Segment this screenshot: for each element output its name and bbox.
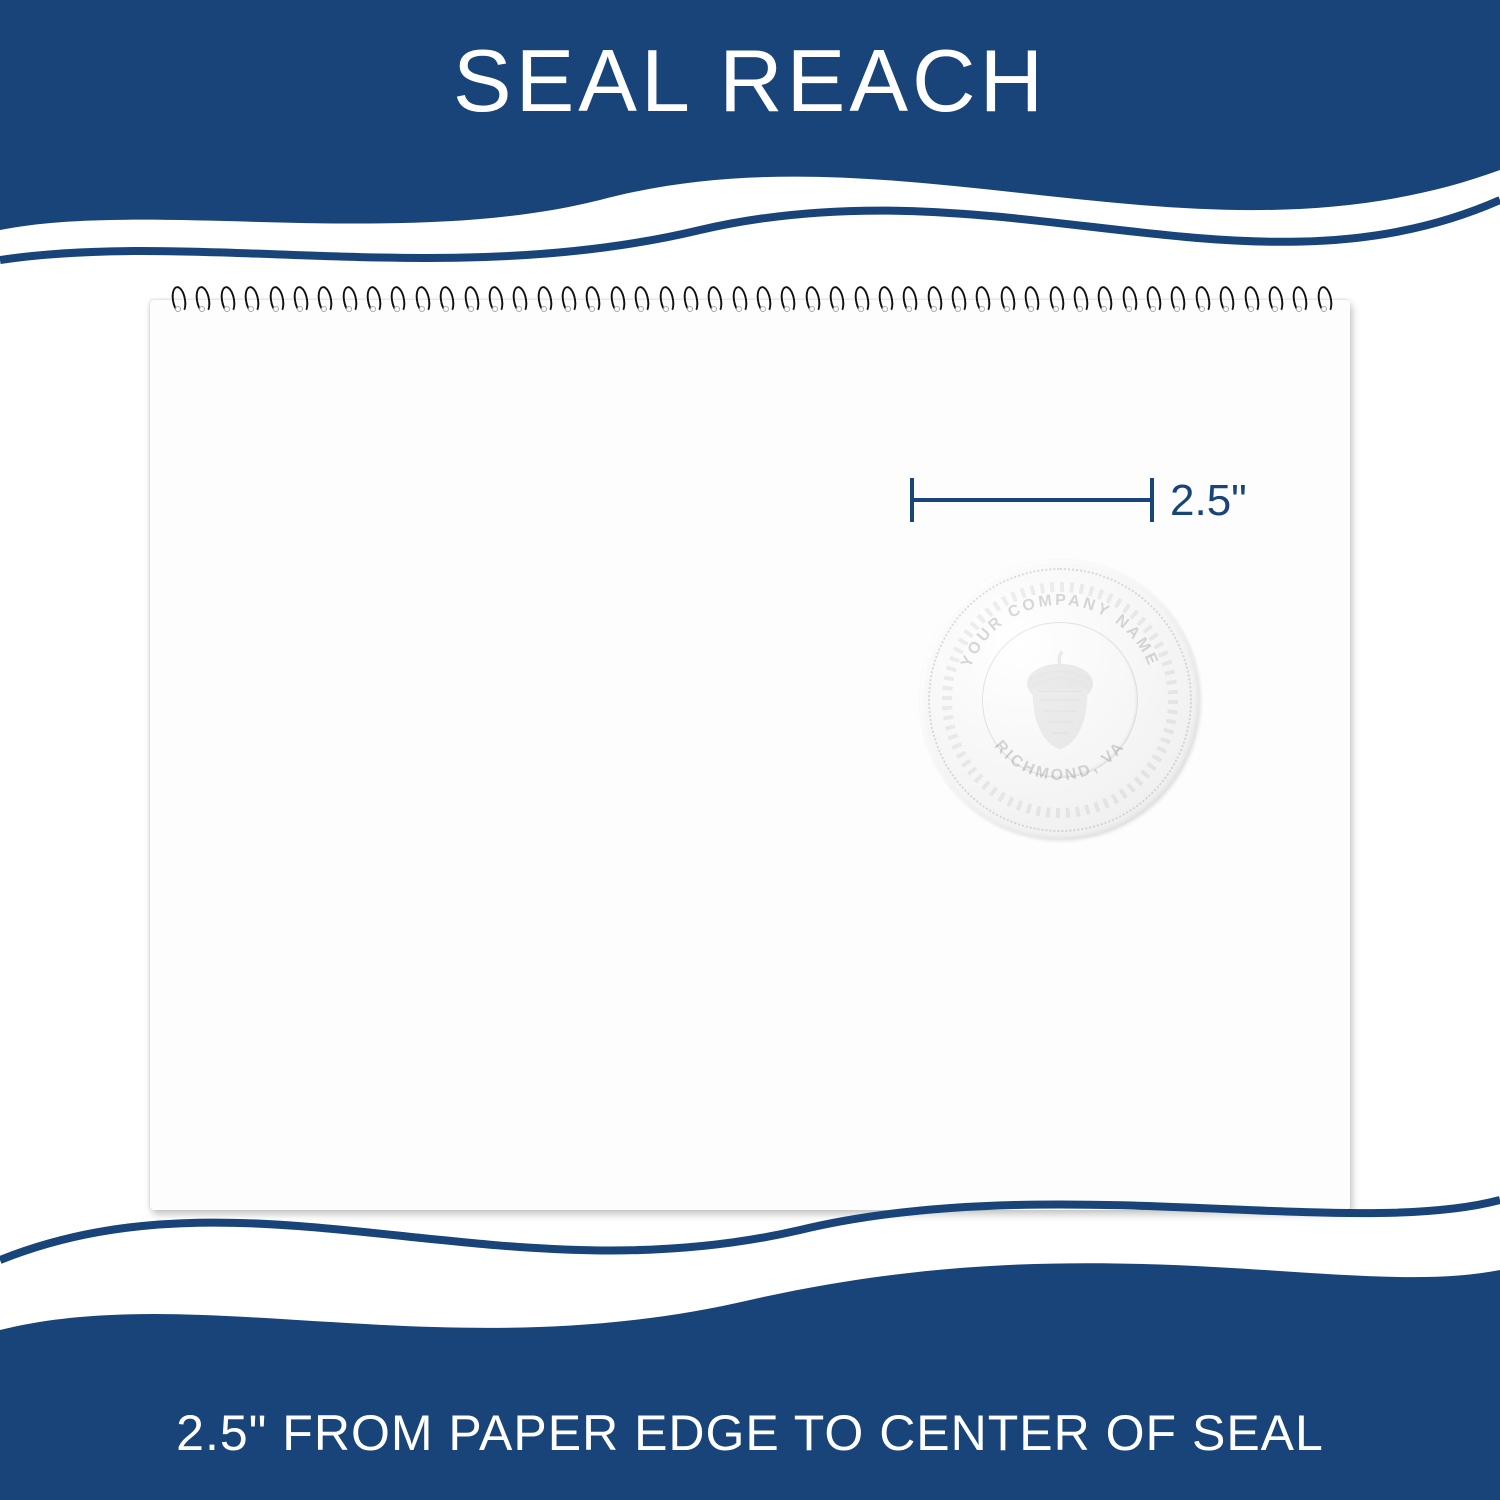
spiral-ring [584, 278, 598, 318]
spiral-ring [414, 278, 428, 318]
spiral-ring [463, 278, 477, 318]
spiral-ring [487, 278, 501, 318]
spiral-ring [658, 278, 672, 318]
spiral-ring [731, 278, 745, 318]
spiral-ring [779, 278, 793, 318]
spiral-ring [1316, 278, 1330, 318]
spiral-ring [1072, 278, 1086, 318]
spiral-ring [1291, 278, 1305, 318]
spiral-ring [755, 278, 769, 318]
spiral-ring [292, 278, 306, 318]
spiral-ring [560, 278, 574, 318]
spiral-ring [926, 278, 940, 318]
spiral-ring [219, 278, 233, 318]
spiral-ring [341, 278, 355, 318]
spiral-ring [511, 278, 525, 318]
measure-cap-right [1150, 478, 1154, 522]
spiral-ring [268, 278, 282, 318]
acorn-icon [1005, 645, 1115, 755]
spiral-ring [682, 278, 696, 318]
embossed-seal: YOUR COMPANY NAME RICHMOND, VA [920, 560, 1200, 840]
spiral-ring [609, 278, 623, 318]
spiral-ring [1145, 278, 1159, 318]
spiral-ring [1121, 278, 1135, 318]
spiral-ring [853, 278, 867, 318]
measure-label: 2.5" [1170, 476, 1247, 526]
spiral-ring [804, 278, 818, 318]
spiral-ring [974, 278, 988, 318]
spiral-ring [877, 278, 891, 318]
page-title: SEAL REACH [453, 30, 1047, 132]
spiral-ring [243, 278, 257, 318]
spiral-ring [1194, 278, 1208, 318]
spiral-ring [1218, 278, 1232, 318]
spiral-ring [950, 278, 964, 318]
spiral-ring [438, 278, 452, 318]
spiral-ring [365, 278, 379, 318]
measure-line [910, 498, 1150, 502]
spiral-ring [389, 278, 403, 318]
spiral-ring [1169, 278, 1183, 318]
spiral-ring [828, 278, 842, 318]
spiral-ring [316, 278, 330, 318]
spiral-ring [706, 278, 720, 318]
spiral-ring [901, 278, 915, 318]
spiral-ring [536, 278, 550, 318]
spiral-ring [194, 278, 208, 318]
spiral-ring [170, 278, 184, 318]
spiral-ring [1023, 278, 1037, 318]
spiral-ring [999, 278, 1013, 318]
spiral-ring [633, 278, 647, 318]
notepad: 2.5" YOUR COMPANY NAME RICHMOND, VA [150, 300, 1350, 1210]
spiral-ring [1243, 278, 1257, 318]
spiral-binding [170, 278, 1330, 318]
spiral-ring [1096, 278, 1110, 318]
spiral-ring [1048, 278, 1062, 318]
spiral-ring [1267, 278, 1281, 318]
measurement-indicator: 2.5" [910, 470, 1350, 530]
footer-caption: 2.5" FROM PAPER EDGE TO CENTER OF SEAL [176, 1404, 1324, 1462]
